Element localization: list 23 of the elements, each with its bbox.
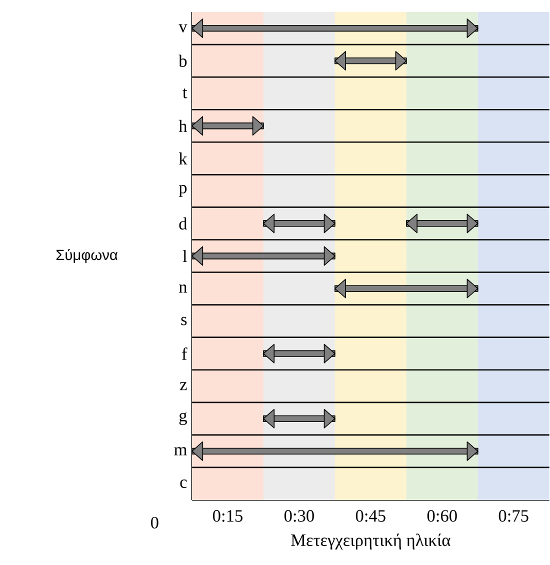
y-tick-label: k [178,152,188,164]
y-tick-label: l [182,250,187,262]
x-tick-label: 0:60 [427,510,457,522]
text: 0 [150,516,158,529]
x-tick-label: 0:75 [498,510,528,522]
y-tick-label: f [182,347,188,360]
x-tick-label: 0:30 [284,510,314,522]
y-tick-label: n [179,284,188,293]
y-tick-label: s [181,316,187,326]
y-tick-label: z [180,382,187,390]
y-tick-label: p [178,185,187,197]
y-tick-label: m [174,447,188,456]
x-axis-title: Μετεγχειρητική ηλικία [291,534,450,550]
y-axis-title: Σύμφωνα [56,248,118,264]
x-tick-label: 0:45 [356,510,386,522]
y-tick-label: g [179,412,187,425]
y-tick-label: b [178,54,187,67]
y-tick-label: h [178,120,188,132]
y-tick-label: c [180,480,187,488]
x-tick-label: 0:15 [212,510,242,522]
y-tick-label: v [178,24,188,32]
y-tick-label: t [182,88,188,98]
y-tick-label: d [179,217,188,230]
